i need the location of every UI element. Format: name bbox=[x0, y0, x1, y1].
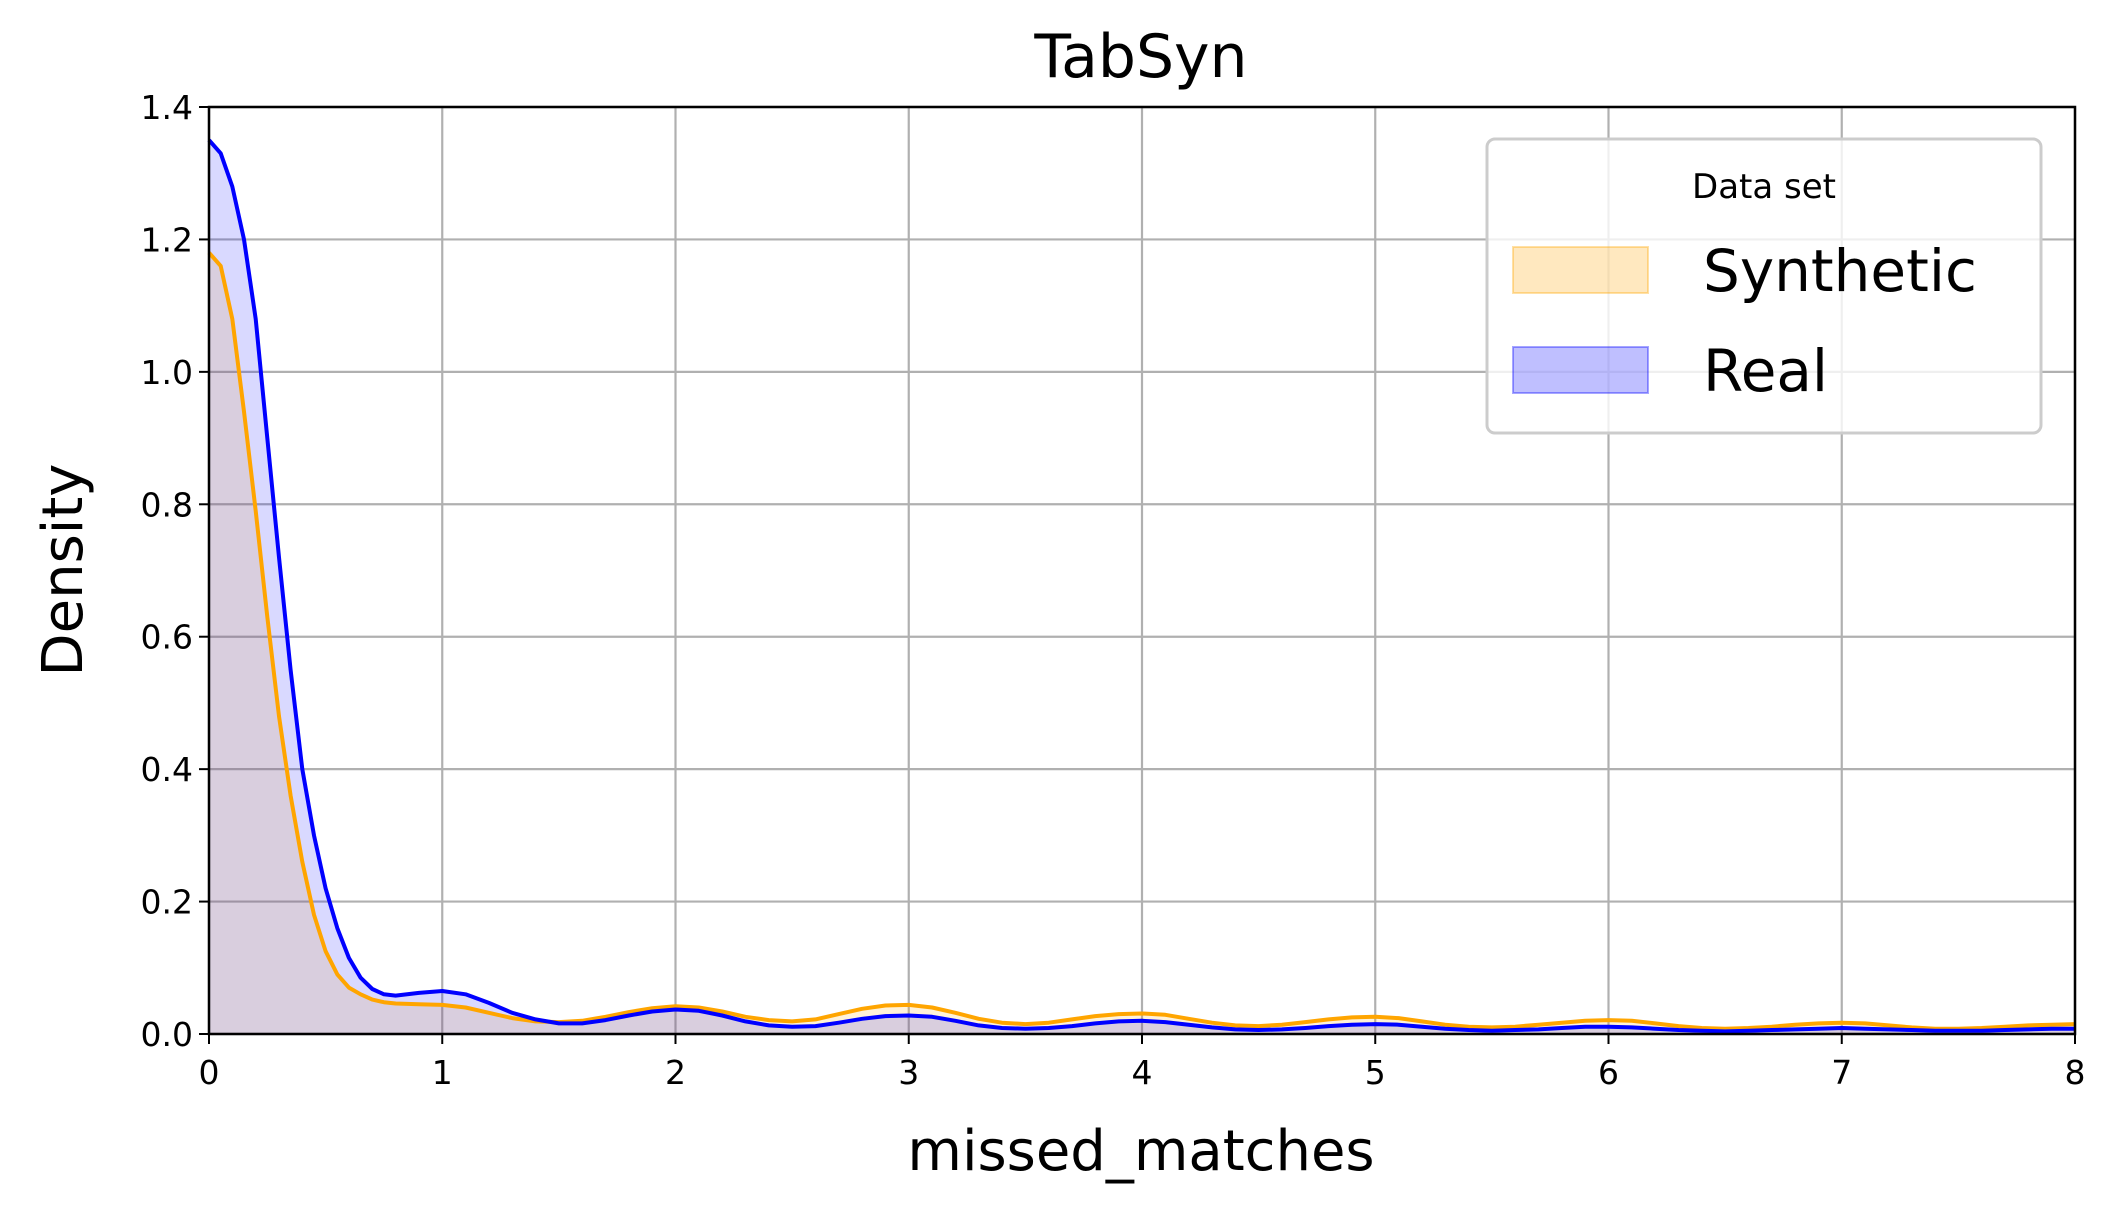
y-tick-label: 0.2 bbox=[141, 883, 193, 922]
y-tick-label: 0.8 bbox=[141, 485, 193, 524]
legend-swatch-real bbox=[1512, 346, 1649, 394]
x-tick-label: 1 bbox=[432, 1053, 453, 1092]
density-line-real bbox=[207, 138, 2075, 1034]
x-axis-ticks: 0 1 2 3 4 5 6 7 8 bbox=[199, 1034, 2086, 1092]
legend-swatch-synthetic bbox=[1512, 246, 1649, 294]
legend: Data set Synthetic Real bbox=[1485, 137, 2043, 435]
legend-box bbox=[1485, 137, 2043, 435]
density-lines bbox=[207, 138, 2076, 1034]
density-line-synthetic bbox=[207, 251, 2076, 1031]
legend-label-synthetic: Synthetic bbox=[1703, 237, 1977, 305]
y-tick-label: 1.4 bbox=[141, 88, 193, 127]
x-tick-label: 2 bbox=[665, 1053, 686, 1092]
legend-label-real: Real bbox=[1703, 337, 1828, 405]
chart-title: TabSyn bbox=[1033, 22, 1247, 92]
x-tick-label: 8 bbox=[2065, 1053, 2086, 1092]
x-tick-label: 0 bbox=[199, 1053, 220, 1092]
x-tick-label: 4 bbox=[1132, 1053, 1153, 1092]
x-tick-label: 5 bbox=[1365, 1053, 1386, 1092]
legend-title: Data set bbox=[1692, 167, 1836, 207]
y-axis-ticks: 0.0 0.2 0.4 0.6 0.8 1.0 1.2 1.4 bbox=[141, 88, 209, 1054]
x-axis-label: missed_matches bbox=[907, 1119, 1374, 1184]
y-tick-label: 0.4 bbox=[141, 750, 193, 789]
y-tick-label: 1.0 bbox=[141, 353, 193, 392]
y-tick-label: 0.0 bbox=[141, 1015, 193, 1054]
y-tick-label: 0.6 bbox=[141, 618, 193, 657]
y-tick-label: 1.2 bbox=[141, 220, 193, 259]
x-tick-label: 6 bbox=[1598, 1053, 1619, 1092]
y-axis-label: Density bbox=[31, 464, 96, 677]
x-tick-label: 3 bbox=[898, 1053, 919, 1092]
x-tick-label: 7 bbox=[1831, 1053, 1852, 1092]
